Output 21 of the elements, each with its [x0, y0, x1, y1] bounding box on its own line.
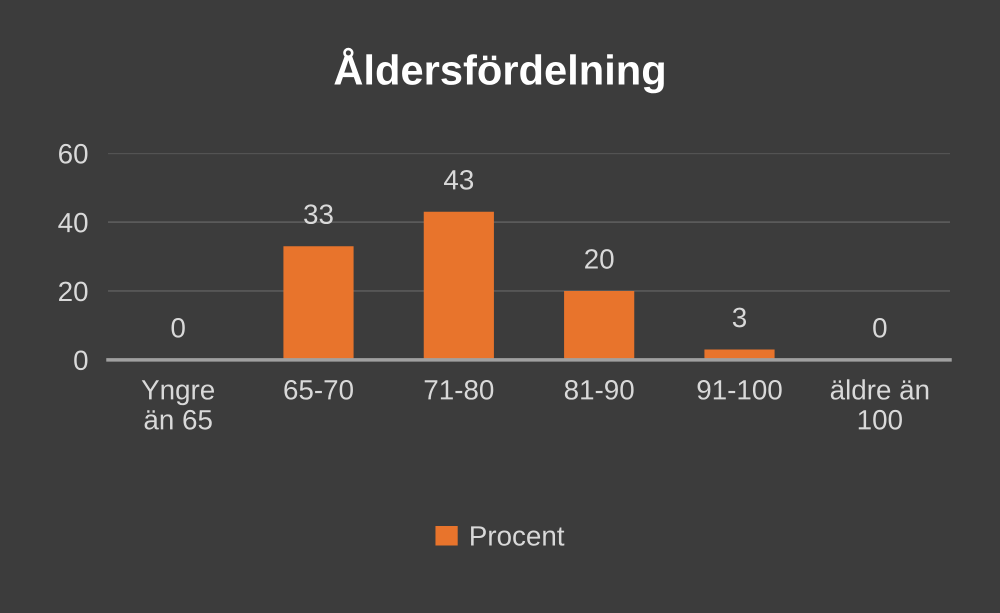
x-tick-label: Yngre än 65: [142, 380, 214, 430]
x-tick-label: 91-100: [698, 380, 782, 400]
legend-label: Procent: [471, 526, 564, 546]
data-label: 3: [732, 308, 746, 328]
x-tick-label: 65-70: [284, 380, 353, 400]
y-tick-label: 40: [58, 212, 88, 232]
data-label: 43: [444, 170, 474, 190]
bar: [283, 246, 354, 360]
chart-title: Åldersfördelning: [334, 48, 664, 94]
y-tick-label: 20: [59, 282, 88, 302]
x-tick-label: 81-90: [564, 380, 634, 400]
data-label: 20: [585, 249, 614, 269]
bar: [564, 290, 634, 360]
data-label: 0: [873, 318, 886, 338]
data-label: 33: [304, 204, 333, 224]
x-tick-label: äldre än 100: [830, 379, 928, 430]
y-tick-label: 60: [59, 144, 88, 164]
data-label: 0: [172, 318, 185, 338]
x-tick-label: 71-80: [424, 380, 494, 400]
y-tick-label: 0: [74, 350, 88, 370]
bar: [424, 212, 494, 360]
